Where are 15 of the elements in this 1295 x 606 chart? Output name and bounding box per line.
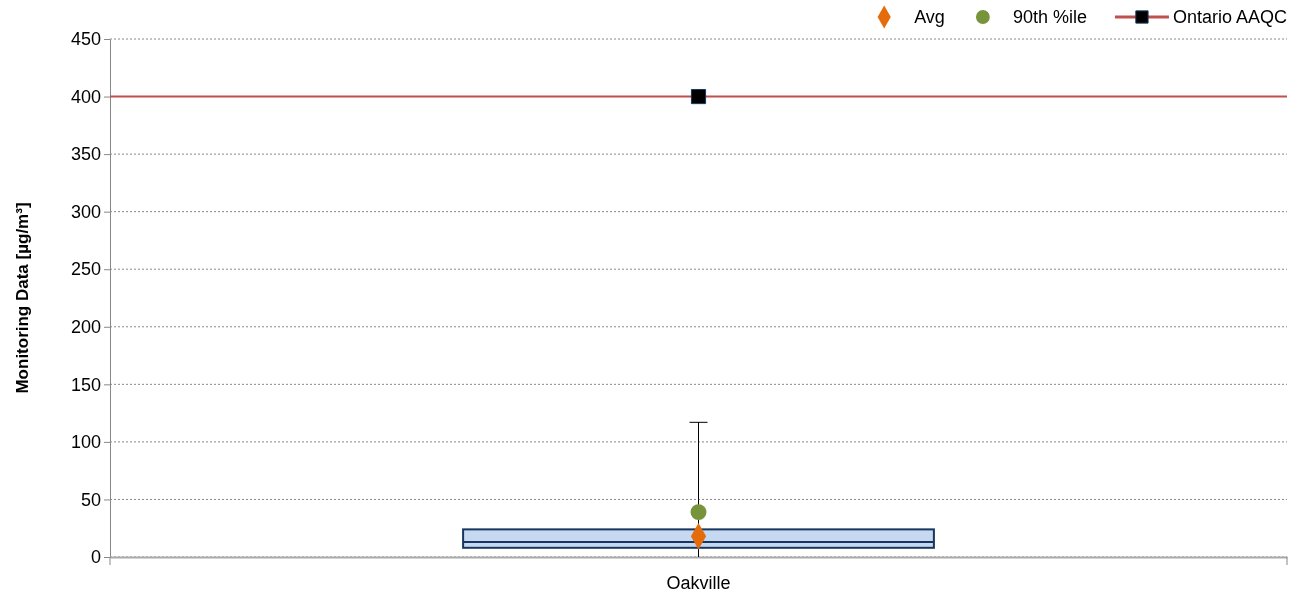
y-tick-label: 0 xyxy=(90,547,101,568)
y-tick-label: 450 xyxy=(70,29,101,50)
y-tick-label: 100 xyxy=(70,432,101,453)
legend-label: Ontario AAQC xyxy=(1172,7,1287,27)
y-tick-label: 150 xyxy=(70,374,101,395)
y-axis-title: Monitoring Data [µg/m³] xyxy=(13,202,32,394)
y-tick-label: 200 xyxy=(70,317,101,338)
legend-label: Avg xyxy=(914,7,945,27)
y-tick-label: 350 xyxy=(70,144,101,165)
legend-label: 90th %ile xyxy=(1012,7,1087,27)
y-tick-label: 250 xyxy=(70,259,101,280)
y-tick-label: 50 xyxy=(80,489,101,510)
y-tick-label: 300 xyxy=(70,201,101,222)
x-tick-label: Oakville xyxy=(666,572,731,593)
y-tick-label: 400 xyxy=(70,86,101,107)
